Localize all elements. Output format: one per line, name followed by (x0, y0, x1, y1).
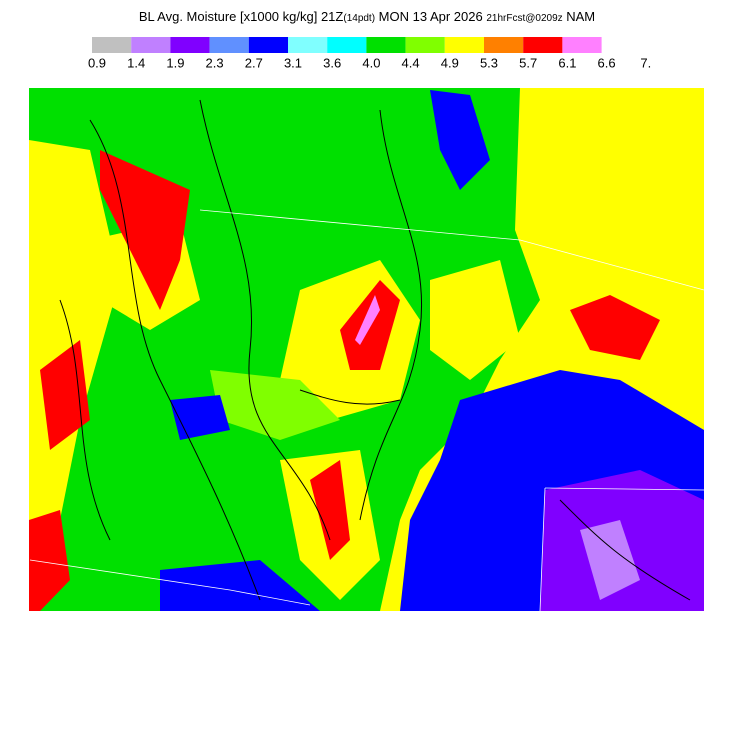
title-part: BL Avg. Moisture [x1000 kg/kg] 21Z (139, 9, 344, 24)
legend-label: 1.9 (166, 55, 184, 70)
legend-swatch (92, 37, 132, 53)
title-part: 21hrFcst@0209z (486, 13, 562, 24)
moisture-area (29, 510, 70, 611)
legend-swatch (366, 37, 406, 53)
legend-label: 1.4 (127, 55, 145, 70)
title-part: (14pdt) (343, 13, 375, 24)
legend-swatch (170, 37, 210, 53)
moisture-area (570, 295, 660, 360)
legend-label: 3.1 (284, 55, 302, 70)
legend-label: 3.6 (323, 55, 341, 70)
legend-swatch (484, 37, 524, 53)
legend-swatch (131, 37, 171, 53)
legend-label: 2.7 (245, 55, 263, 70)
legend-label: 5.3 (480, 55, 498, 70)
boundaries (29, 209, 705, 612)
moisture-area (160, 560, 320, 611)
moisture-area (100, 150, 190, 310)
legend: 0.9 1.4 1.9 2.3 2.7 3.1 3.6 4.0 4.4 4.9 5.3 5.7 6.1 6… (88, 37, 651, 70)
moisture-area (210, 370, 340, 440)
moisture-area (520, 88, 704, 220)
moisture-area (310, 460, 350, 560)
legend-swatch (444, 37, 484, 53)
legend-swatch (562, 37, 602, 53)
legend-label: 6.6 (598, 55, 616, 70)
legend-label: 4.0 (362, 55, 380, 70)
legend-swatch (288, 37, 328, 53)
legend-label: 2.3 (206, 55, 224, 70)
title-part: NAM (563, 9, 596, 24)
moisture-area (355, 295, 380, 345)
legend-label: 0.9 (88, 55, 106, 70)
moisture-area (40, 340, 90, 450)
moisture-area (580, 520, 640, 600)
moisture-area (430, 90, 490, 190)
legend-swatch (523, 37, 563, 53)
legend-swatch (248, 37, 288, 53)
legend-swatch (327, 37, 367, 53)
legend-swatch (405, 37, 445, 53)
contours (59, 99, 691, 601)
moisture-area (170, 395, 230, 440)
title: BL Avg. Moisture [x1000 kg/kg] 21Z(14pdt… (139, 9, 595, 24)
legend-swatch (209, 37, 249, 53)
legend-label: 6.1 (558, 55, 576, 70)
moisture-area (430, 260, 520, 380)
legend-label: 5.7 (519, 55, 537, 70)
map (29, 88, 705, 612)
legend-label: 4.9 (441, 55, 459, 70)
title-part: MON 13 Apr 2026 (375, 9, 486, 24)
legend-label: 4.4 (402, 55, 420, 70)
legend-label: 7. (640, 55, 651, 70)
